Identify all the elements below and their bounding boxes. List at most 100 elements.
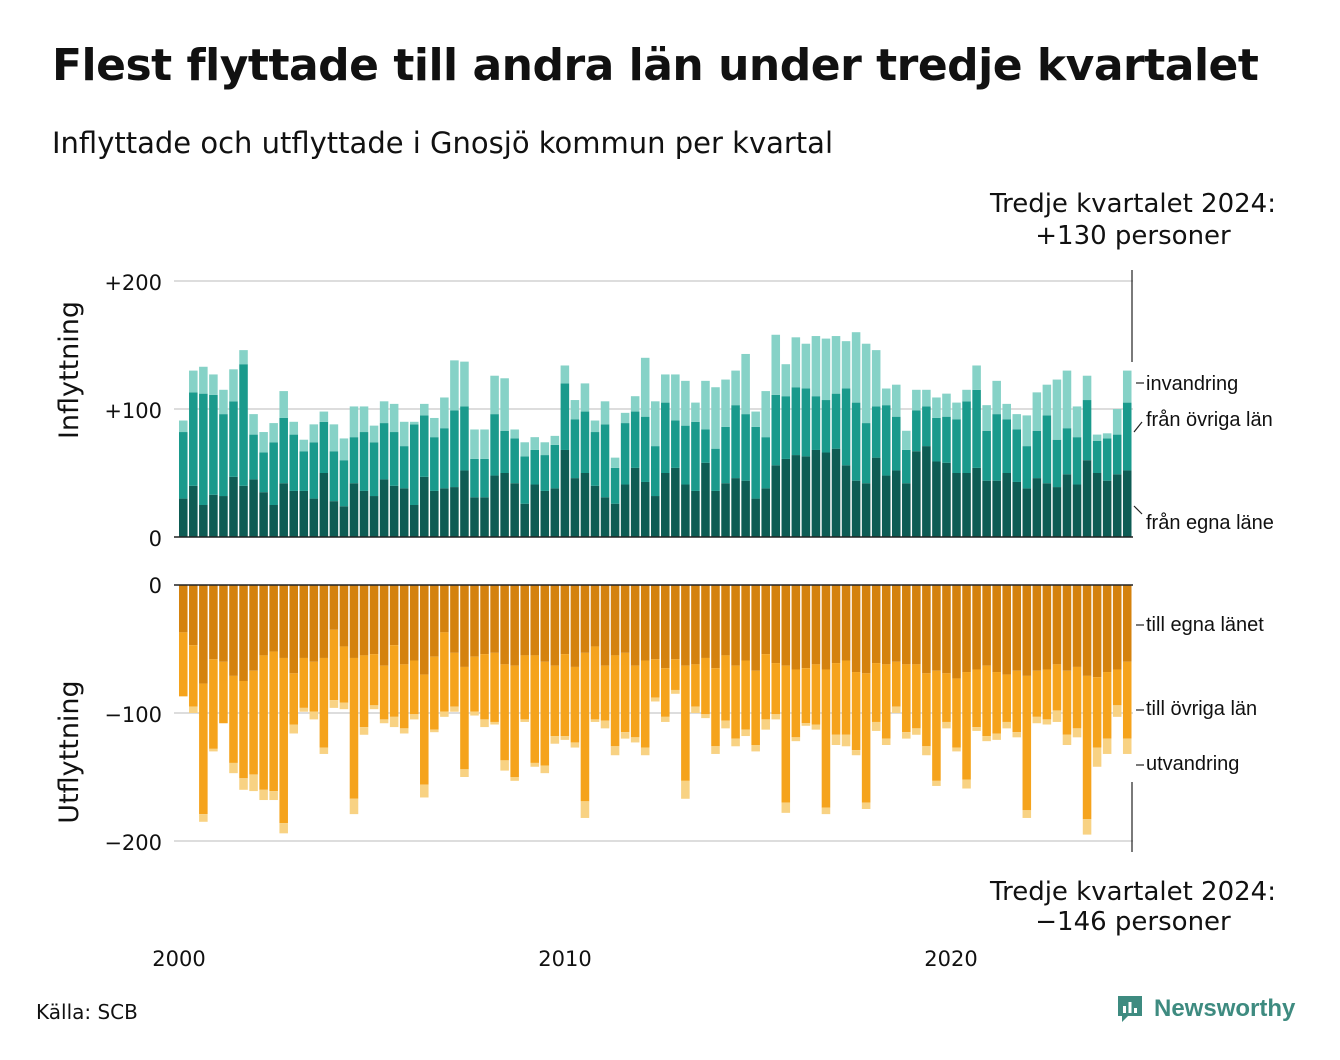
- outflow-bar: [711, 746, 720, 754]
- inflow-bar: [610, 457, 620, 468]
- outflow-bar: [831, 585, 841, 664]
- outflow-bar: [932, 780, 941, 786]
- inflow-bar: [691, 490, 700, 537]
- inflow-bar: [871, 457, 881, 537]
- outflow-bar: [841, 660, 851, 735]
- inflow-bar: [771, 394, 781, 466]
- outflow-bar: [1122, 661, 1132, 739]
- inflow-bar: [500, 473, 509, 537]
- outflow-bar: [470, 585, 479, 657]
- inflow-bar: [530, 449, 540, 485]
- outflow-bar: [781, 665, 791, 803]
- inflow-bar: [560, 449, 570, 537]
- outflow-bar: [520, 585, 529, 656]
- outflow-bar: [259, 789, 268, 801]
- inflow-bar: [570, 400, 580, 420]
- outflow-bar: [339, 585, 349, 647]
- outflow-bar: [279, 823, 288, 834]
- outflow-bar: [450, 652, 459, 707]
- inflow-bar: [650, 401, 660, 447]
- outflow-bar: [811, 585, 821, 665]
- outflow-bar: [640, 585, 650, 661]
- outflow-bar: [972, 585, 981, 670]
- outflow-bar: [219, 661, 228, 724]
- inflow-bar: [359, 490, 369, 537]
- outflow-bar: [219, 585, 228, 662]
- grid-layer: [174, 280, 1133, 842]
- outflow-bar: [490, 652, 499, 722]
- outflow-bar: [1012, 732, 1022, 738]
- inflow-bar: [450, 487, 459, 537]
- outflow-bar: [891, 661, 901, 707]
- inflow-bar: [942, 416, 951, 463]
- inflow-bar: [771, 334, 781, 395]
- outflow-bar: [259, 655, 268, 790]
- inflow-bar: [821, 452, 831, 537]
- inflow-bar: [269, 423, 278, 443]
- inflow-bar: [510, 483, 519, 537]
- outflow-bar: [881, 585, 891, 665]
- inflow-bar: [379, 423, 389, 480]
- outflow-bar: [430, 585, 439, 657]
- outflow-bar: [359, 585, 369, 656]
- inflow-bar: [1062, 370, 1072, 429]
- inflow-bar: [891, 416, 901, 471]
- inflow-bar: [430, 490, 439, 537]
- inflow-bar: [881, 388, 891, 406]
- outflow-bar: [922, 585, 931, 674]
- inflow-bar: [540, 455, 550, 491]
- brand-name: Newsworthy: [1154, 995, 1296, 1022]
- inflow-bar: [801, 456, 811, 537]
- inflow-bar: [671, 420, 680, 468]
- outflow-bar: [229, 675, 238, 763]
- outflow-bar: [701, 585, 710, 658]
- inflow-bar: [420, 415, 429, 477]
- outflow-bar: [851, 672, 861, 751]
- inflow-bar: [359, 432, 369, 491]
- inflow-bar: [972, 389, 981, 468]
- outflow-bar: [982, 736, 991, 742]
- inflow-bar: [821, 338, 831, 401]
- outflow-bar: [440, 585, 449, 633]
- inflow-bar: [912, 451, 921, 537]
- outflow-bar: [560, 736, 570, 740]
- outflow-bar: [510, 665, 519, 777]
- outflow-bar: [339, 702, 349, 710]
- outflow-bar: [871, 721, 881, 731]
- outflow-bar: [500, 760, 509, 771]
- outflow-bar: [389, 645, 399, 717]
- inflow-bar: [761, 391, 770, 438]
- inflow-bar: [992, 380, 1001, 415]
- outflow-bar: [942, 721, 951, 729]
- inflow-bar: [801, 388, 811, 457]
- annotation-leader: [1133, 421, 1143, 433]
- outflow-bar: [681, 780, 690, 799]
- inflow-bar: [560, 383, 570, 450]
- inflow-bar: [711, 490, 720, 537]
- outflow-bar: [570, 666, 580, 743]
- inflow-bar: [881, 405, 891, 476]
- inflow-bar: [199, 393, 208, 505]
- outflow-bar: [831, 734, 841, 745]
- inflow-bar: [420, 476, 429, 537]
- inflow-bar: [1082, 400, 1092, 461]
- inflow-bar: [580, 383, 590, 412]
- outflow-bar: [420, 585, 429, 675]
- inflow-bar: [821, 400, 831, 453]
- outflow-bar: [681, 665, 690, 781]
- outflow-bar: [821, 669, 831, 808]
- inflow-bar: [801, 343, 811, 389]
- inflow-bar: [741, 480, 750, 537]
- outflow-bar: [590, 719, 600, 722]
- outflow-bar: [671, 585, 680, 660]
- outflow-bar: [871, 585, 881, 664]
- inflow-bar: [1062, 474, 1072, 537]
- outflow-bars: [179, 585, 1132, 835]
- inflow-bar: [249, 434, 258, 480]
- inflow-bar: [189, 485, 198, 537]
- outflow-bar: [389, 585, 399, 646]
- outflow-bar: [841, 734, 851, 747]
- outflow-bar: [932, 670, 941, 781]
- inflow-bar: [349, 406, 359, 438]
- inflow-bar: [409, 505, 419, 537]
